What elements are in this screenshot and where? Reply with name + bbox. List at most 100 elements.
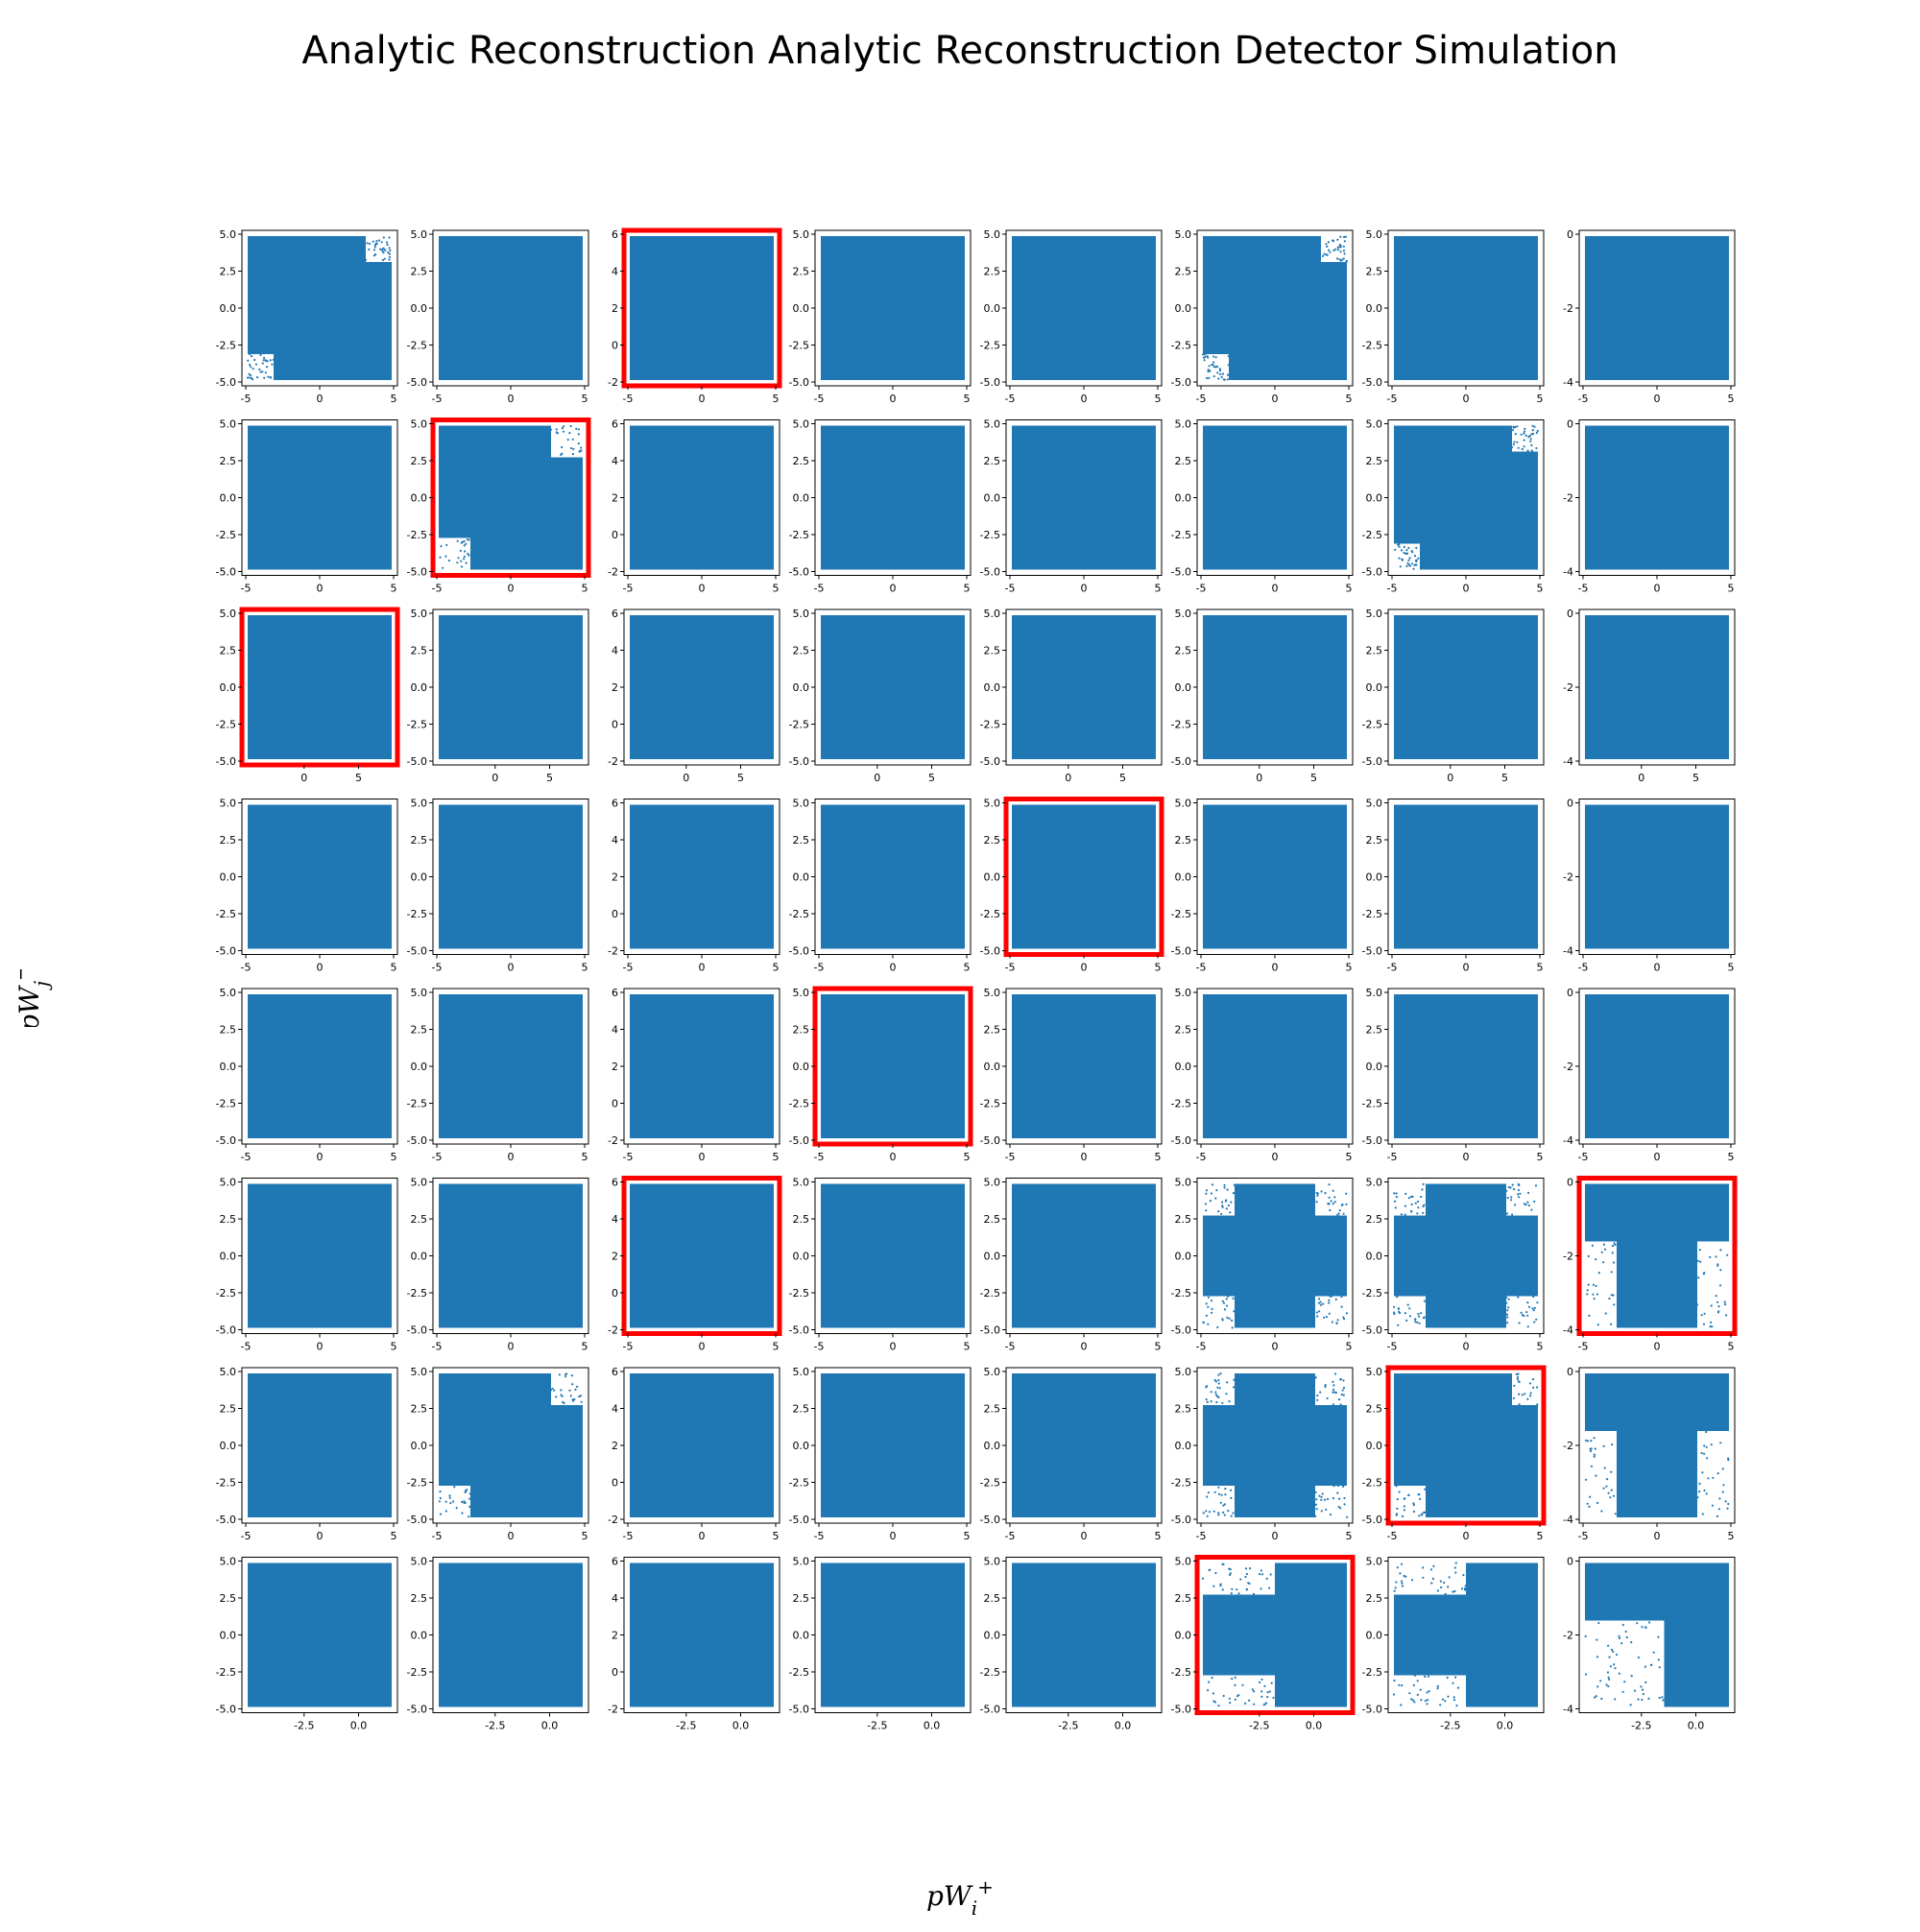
y-tick-label: 0.0 [984, 681, 1001, 694]
scatter-point [580, 446, 583, 449]
scatter-point [1217, 1512, 1220, 1515]
x-tick-label: 5 [1728, 583, 1735, 595]
scatter-point [1392, 1693, 1396, 1696]
scatter-point [1327, 241, 1330, 244]
x-tick-label: 0 [1272, 962, 1279, 974]
scatter-point [1213, 1378, 1216, 1382]
scatter-region [821, 236, 965, 380]
y-tick-label: -2.5 [1171, 1287, 1191, 1300]
y-tick-label: -5.0 [407, 1324, 427, 1337]
scatter-point [377, 239, 380, 242]
scatter-point [1400, 1704, 1403, 1706]
y-tick-label: -2.5 [1362, 1477, 1382, 1490]
y-tick-label: 5.0 [1366, 228, 1383, 241]
scatter-point [1209, 370, 1212, 372]
y-tick-label: -2.5 [980, 529, 1000, 541]
x-tick-label: 5 [1728, 393, 1735, 405]
y-tick-label: 5.0 [984, 1366, 1001, 1378]
scatter-point [1233, 1378, 1236, 1381]
scatter-point [1520, 1311, 1523, 1314]
x-tick-label: 0 [699, 393, 706, 405]
y-tick-label: -5.0 [1171, 1514, 1191, 1526]
scatter-point [1333, 1391, 1336, 1394]
x-tick-label: -5 [1005, 1530, 1016, 1542]
scatter-point [1217, 1378, 1220, 1382]
y-tick-label: 5.0 [793, 987, 810, 999]
scatter-point [1586, 1502, 1589, 1505]
scatter-point [1527, 1191, 1530, 1194]
scatter-point [1253, 1690, 1256, 1693]
scatter-region [1585, 236, 1729, 380]
scatter-point [1413, 1701, 1416, 1704]
scatter-point [1416, 1212, 1419, 1215]
scatter-point [1205, 1510, 1208, 1513]
scatter-point [468, 538, 470, 541]
scatter-point [1408, 557, 1411, 560]
scatter-point [1415, 546, 1418, 550]
scatter-point [569, 446, 573, 450]
scatter-point [1595, 1258, 1597, 1261]
y-tick-label: 0.0 [411, 1061, 428, 1073]
x-tick-label: 0 [1654, 393, 1661, 405]
x-tick-label: -5 [1578, 393, 1589, 405]
scatter-point [1612, 1494, 1615, 1497]
scatter-point [1217, 1492, 1221, 1495]
scatter-point [374, 253, 377, 256]
scatter-point [1208, 376, 1211, 379]
y-tick-label: -2.5 [407, 1477, 427, 1490]
y-tick-label: 0 [612, 908, 618, 920]
panel-r6-c3: 5.0 2.5 0.0 -2.5 -5.0 -5 0 5 [789, 1366, 972, 1542]
scatter-point [1523, 439, 1525, 441]
y-tick-label: -2.5 [407, 340, 427, 352]
panel-r4-c4: 5.0 2.5 0.0 -2.5 -5.0 -5 0 5 [980, 987, 1163, 1163]
y-tick-label: -5.0 [407, 1134, 427, 1147]
y-tick-label: 2.5 [1366, 1403, 1383, 1416]
scatter-point [269, 376, 272, 379]
scatter-point [1521, 1314, 1524, 1317]
scatter-point [263, 376, 266, 379]
scatter-point [1332, 249, 1335, 252]
scatter-point [463, 539, 466, 543]
scatter-region [1617, 1373, 1697, 1517]
y-tick-label: 5.0 [411, 1366, 428, 1378]
scatter-point [1345, 260, 1348, 263]
scatter-point [1432, 1564, 1435, 1567]
scatter-point [1408, 1315, 1412, 1318]
scatter-point [1393, 1311, 1396, 1314]
scatter-point [1221, 1300, 1224, 1302]
scatter-point [461, 1512, 464, 1515]
scatter-region [630, 994, 774, 1138]
y-tick-label: 0.0 [793, 1251, 810, 1263]
scatter-point [1426, 1691, 1428, 1694]
scatter-point [1595, 1284, 1597, 1288]
scatter-region [821, 804, 965, 949]
x-tick-label: -5 [1387, 1530, 1398, 1542]
scatter-point [1333, 1196, 1336, 1199]
scatter-point [1341, 1389, 1344, 1392]
scatter-point [577, 428, 581, 431]
scatter-point [1621, 1690, 1624, 1693]
scatter-point [1592, 1283, 1595, 1286]
scatter-point [1526, 1397, 1529, 1400]
scatter-point [1513, 1187, 1516, 1191]
y-tick-label: 5.0 [411, 1177, 428, 1189]
scatter-region [1203, 804, 1347, 949]
x-tick-label: 0.0 [350, 1720, 368, 1732]
scatter-point [1719, 1442, 1722, 1444]
scatter-point [466, 538, 468, 541]
y-tick-label: -2.5 [789, 340, 809, 352]
scatter-point [1719, 1249, 1722, 1252]
scatter-point [388, 247, 391, 250]
panel-r2-c2: 6 4 2 0 -2 0 5 [608, 608, 780, 784]
scatter-point [1604, 1312, 1607, 1315]
scatter-point [1226, 1381, 1229, 1384]
scatter-point [1589, 1449, 1593, 1453]
scatter-point [1222, 1301, 1226, 1304]
x-tick-label: 0 [508, 1151, 515, 1163]
x-tick-label: 5 [391, 962, 397, 974]
y-tick-label: 5.0 [220, 228, 237, 241]
scatter-point [1460, 1587, 1464, 1590]
y-tick-label: 5.0 [220, 1556, 237, 1568]
scatter-point [1402, 1515, 1404, 1517]
y-tick-label: 0 [612, 529, 618, 541]
